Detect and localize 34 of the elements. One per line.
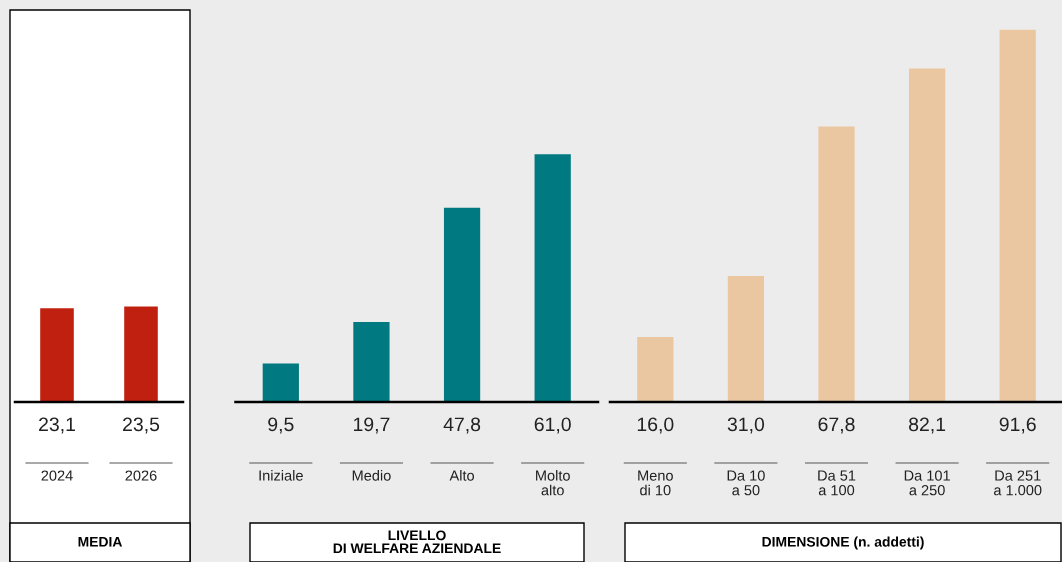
x-tick-label: 2026 [125,470,157,481]
data-label: 23,1 [39,417,75,434]
data-label: 91,6 [999,417,1036,434]
bar [443,207,481,402]
x-tick-label: Da 101 a 250 [904,470,950,496]
x-tick-label: Iniziale [259,470,303,481]
bar [353,321,390,402]
data-label: 31,0 [727,417,765,434]
x-tick-label: Da 251 a 1.000 [993,470,1042,496]
data-label: 19,7 [354,417,390,434]
x-tick-label: Medio [352,470,391,481]
text: DIMENSIONE (n. addetti) [762,536,924,550]
text: LIVELLO DI WELFARE AZIENDALE [333,530,501,554]
x-tick-label: Alto [449,470,475,481]
bar [727,276,765,402]
data-label: 23,5 [123,417,160,434]
x-tick-label: Molto alto [536,470,570,496]
bar [818,126,855,402]
x-tick-label: 2024 [41,470,73,481]
bar [534,154,571,402]
data-label: 16,0 [637,417,674,434]
bar [908,68,946,402]
data-label: 9,5 [268,417,294,434]
bar [637,336,674,402]
data-label: 61,0 [534,417,571,434]
bar [999,29,1036,402]
x-tick-label: Meno di 10 [638,470,673,496]
bar [262,363,299,402]
data-label: 82,1 [909,417,946,434]
data-label: 67,8 [818,417,855,434]
x-tick-label: Da 51 a 100 [818,470,856,496]
text: MEDIA [78,537,123,547]
data-label: 47,8 [443,417,481,434]
x-tick-label: Da 10 a 50 [727,470,765,496]
